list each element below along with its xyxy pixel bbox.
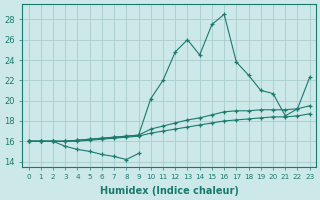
- X-axis label: Humidex (Indice chaleur): Humidex (Indice chaleur): [100, 186, 239, 196]
